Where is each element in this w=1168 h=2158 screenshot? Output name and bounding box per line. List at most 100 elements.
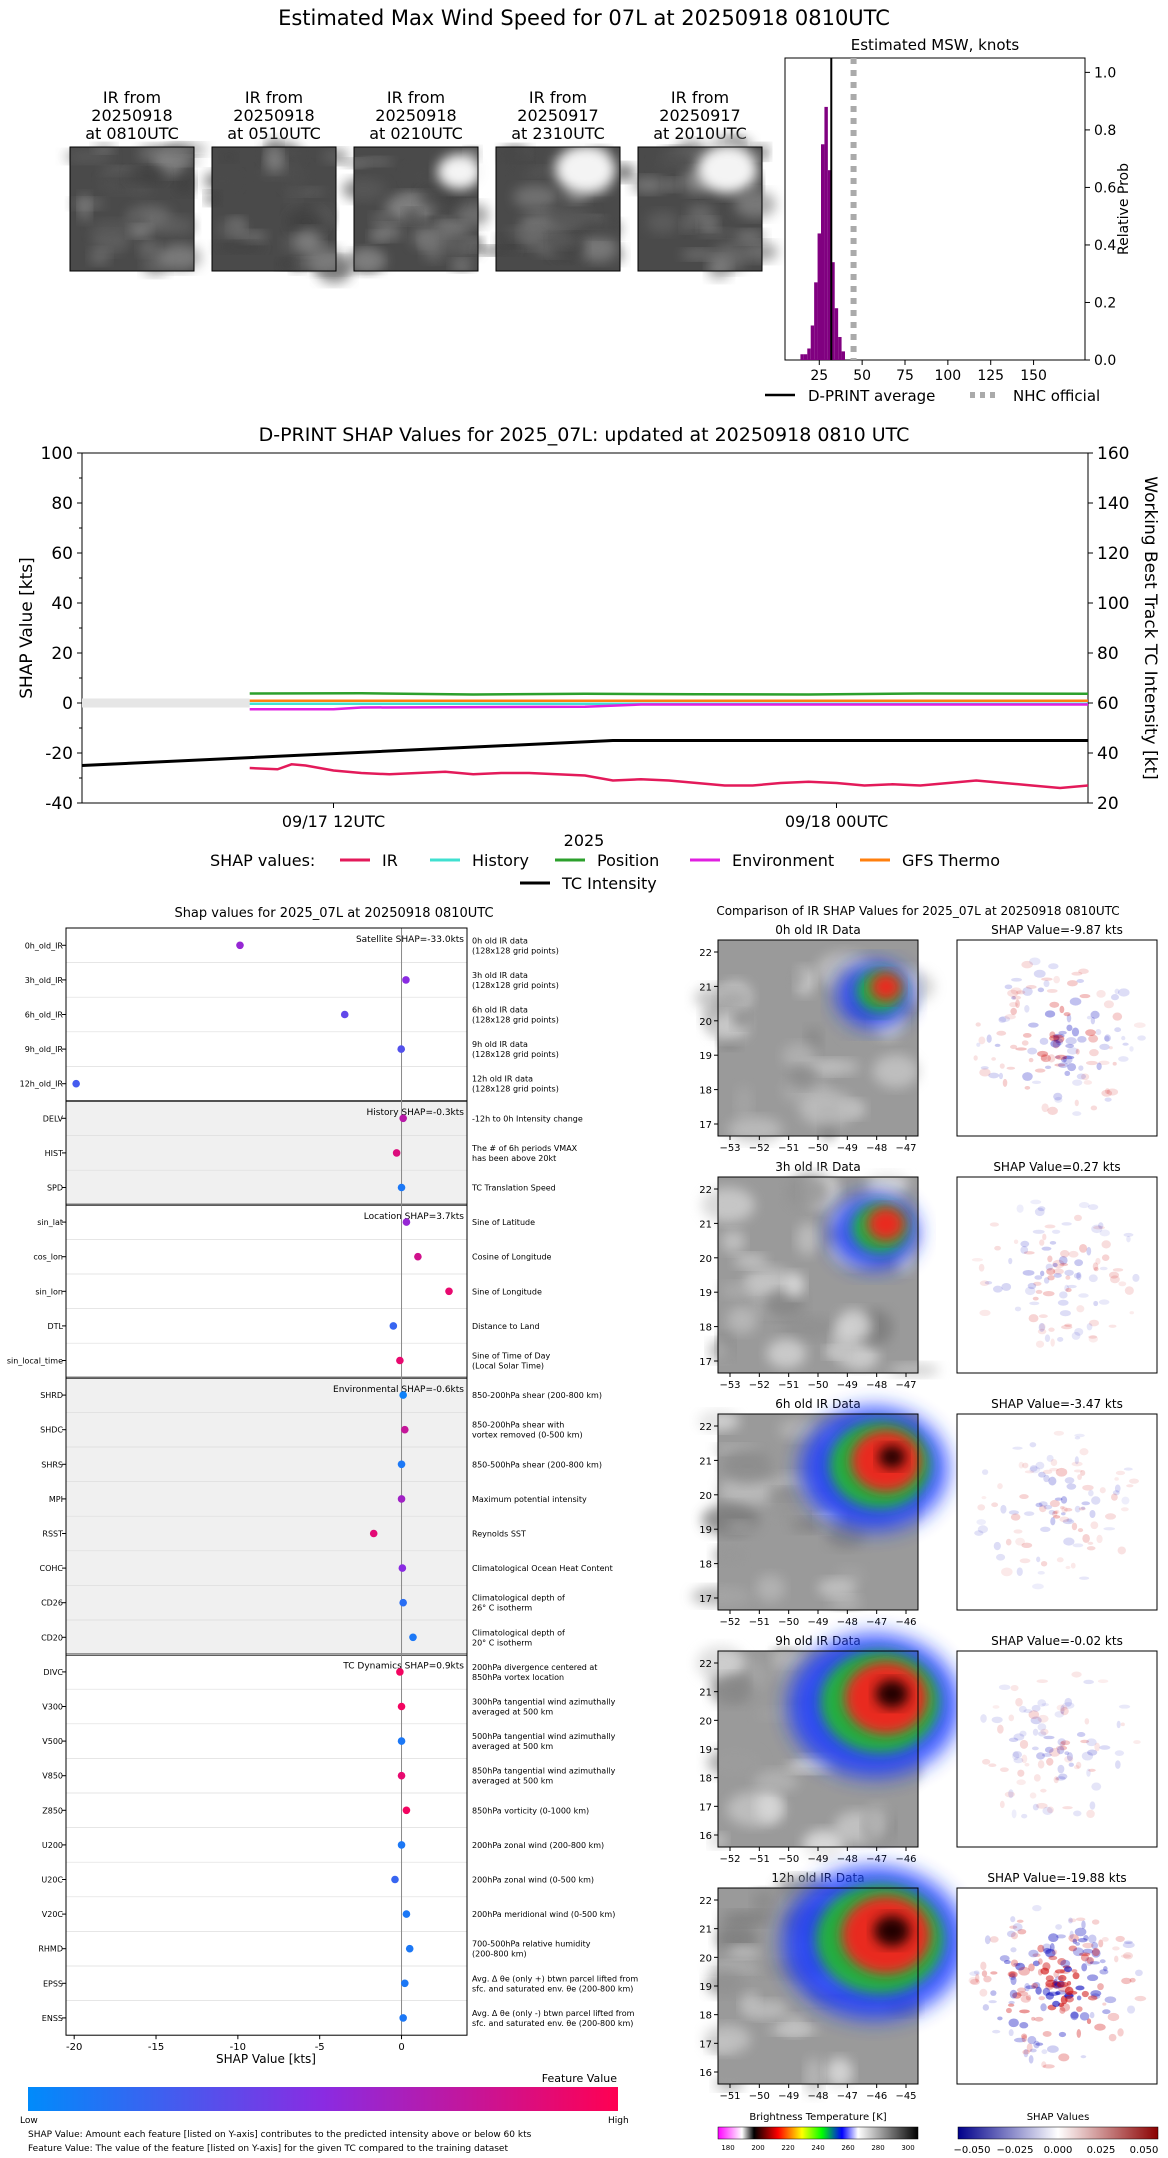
feat-point: [72, 1079, 80, 1088]
shap-blob: [1017, 1928, 1027, 1935]
thumb-cloud: [733, 230, 766, 244]
shap-blob: [1047, 2045, 1059, 2053]
shap-blob: [1027, 1047, 1038, 1055]
shap-blob: [1042, 1806, 1053, 1815]
shap-blob: [1078, 1507, 1086, 1511]
ir-cloud: [735, 1085, 753, 1122]
ir-lat-label: 22: [699, 1422, 712, 1433]
shap-blob: [991, 1502, 999, 1508]
feat-description: 200hPa zonal wind (0-500 km): [472, 1876, 594, 1885]
shap-blob: [980, 1961, 987, 1971]
shap-blob: [1121, 1977, 1132, 1985]
ts-series-tc-intensity: [81, 739, 1088, 767]
feat-xtick-label: -10: [230, 2042, 246, 2053]
shap-blob: [1020, 1240, 1030, 1248]
shap-blob: [1063, 1055, 1073, 1064]
shap-blob: [1075, 1761, 1082, 1769]
shap-blob: [1028, 1057, 1034, 1063]
shap-blob: [1049, 1943, 1055, 1952]
feat-description: averaged at 500 km: [472, 1777, 553, 1786]
shap-blob: [1095, 1028, 1102, 1035]
thumb-cloud: [89, 248, 110, 265]
ts-series-ir: [249, 763, 1089, 790]
shap-blob: [1048, 963, 1059, 970]
feat-description: sfc. and saturated env. θe (200-800 km): [472, 2019, 633, 2028]
shap-blob: [1012, 1751, 1020, 1761]
shap-blob: [1049, 1747, 1061, 1757]
shap-blob: [997, 1483, 1003, 1490]
shap-blob: [1096, 1062, 1102, 1071]
feat-point: [401, 1979, 409, 1988]
shap-blob: [1068, 1917, 1073, 1924]
ir-lon-label: −49: [778, 2091, 799, 2102]
ir-lat-label: 22: [699, 1896, 712, 1907]
feat-point: [396, 1668, 404, 1676]
shap-blob: [1056, 1981, 1069, 1988]
feat-description: Cosine of Longitude: [472, 1253, 552, 1262]
shap-blob: [1023, 1709, 1033, 1714]
shap-blob: [1041, 1703, 1049, 1707]
ir-cloud: [701, 1187, 755, 1223]
shap-blob: [1086, 1546, 1096, 1551]
feat-name: RHMD: [38, 1945, 63, 1954]
shap-blob: [1099, 1229, 1110, 1237]
feat-description: (128x128 grid points): [472, 1085, 559, 1094]
feat-description: 200hPa divergence centered at: [472, 1663, 597, 1672]
thumb-cloud: [552, 208, 588, 228]
thumb-cloud: [220, 152, 237, 162]
shap-blob: [1035, 1289, 1043, 1294]
feat-description: -12h to 0h Intensity change: [472, 1114, 583, 1123]
shap-blob: [1037, 1944, 1045, 1953]
shap-blob: [1052, 1511, 1058, 1517]
shap-blob: [973, 1055, 978, 1061]
feat-point: [397, 1183, 406, 1192]
shap-blob: [1004, 984, 1013, 990]
thumb-cloud: [681, 218, 696, 232]
thumb-cloud: [442, 231, 481, 259]
shap-blob: [1075, 1048, 1080, 1055]
shap-blob: [1021, 1040, 1029, 1046]
shap-blob: [1106, 1088, 1119, 1096]
shap-blob: [1093, 1267, 1099, 1272]
shap-blob: [1099, 1745, 1111, 1750]
ir-lon-label: −53: [719, 1380, 740, 1391]
shap-blob: [1043, 1947, 1052, 1954]
shap-blob: [1048, 1509, 1056, 1515]
ir-cloud: [836, 1309, 872, 1343]
msw-ytick-label: 0.2: [1094, 295, 1116, 311]
thumb-label-line2: 20250917: [517, 106, 598, 125]
shap-panel-title: SHAP Value=-0.02 kts: [991, 1634, 1123, 1648]
shap-blob: [1053, 1034, 1060, 1041]
shap-blob: [1005, 2007, 1012, 2014]
shap-blob: [1037, 1050, 1049, 1057]
ir-cloud: [778, 1418, 819, 1440]
shap-blob: [1003, 1960, 1011, 1965]
shap-blob: [1077, 1035, 1087, 1043]
shap-blob: [1029, 1301, 1040, 1306]
shap-blob: [991, 1057, 996, 1061]
shap-blob: [1029, 1792, 1037, 1799]
feat-group-label: Satellite SHAP=-33.0kts: [356, 935, 464, 945]
feat-description: averaged at 500 km: [472, 1708, 553, 1717]
shap-blob: [1022, 1033, 1032, 1038]
ir-cloud: [725, 1945, 760, 1958]
thumb-cloud: [321, 149, 349, 164]
shap-blob: [1049, 1499, 1060, 1508]
shap-blob: [1010, 1947, 1017, 1953]
shap-blob: [1090, 1105, 1098, 1111]
feature-value-colorbar: [28, 2087, 618, 2111]
feat-point: [340, 1010, 349, 1019]
shap-blob: [979, 1309, 991, 1317]
shap-blob: [1072, 1111, 1082, 1116]
shap-blob: [1069, 1930, 1074, 1940]
ir-lat-label: 17: [699, 1802, 712, 1813]
shap-blob: [1073, 1810, 1082, 1817]
shap-blob: [1077, 1937, 1088, 1943]
shap-blob: [1042, 1233, 1047, 1241]
shap-blob: [1120, 1722, 1125, 1727]
shap-blob: [1057, 1738, 1066, 1746]
ir-cloud: [787, 1066, 817, 1089]
shap-blob: [1122, 1941, 1135, 1949]
ir-cloud: [713, 1546, 746, 1565]
